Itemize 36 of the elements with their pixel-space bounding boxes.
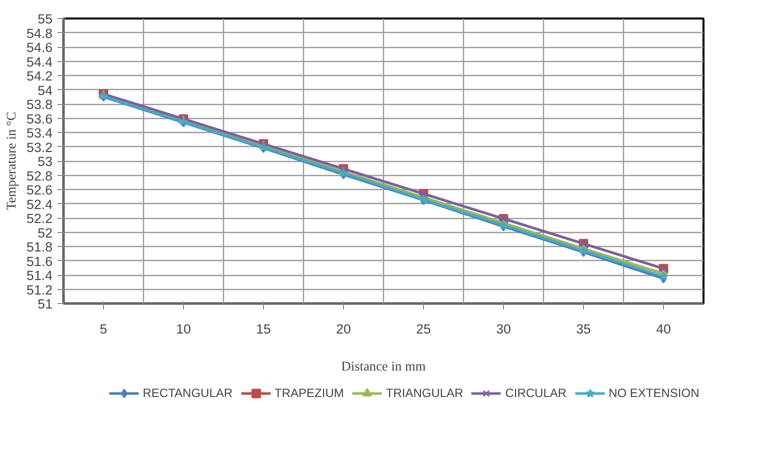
y-tick-label: 53.8 (26, 97, 53, 112)
x-tick-label: 20 (336, 322, 351, 336)
y-axis-title: Temperature in °C (4, 112, 19, 210)
y-tick-label: 55 (38, 12, 53, 26)
y-tick-label: 53.2 (26, 140, 53, 155)
legend-label: TRAPEZIUM (274, 386, 344, 400)
y-tick-label: 52.4 (26, 196, 54, 212)
legend-label: TRIANGULAR (386, 386, 464, 400)
y-tick-label: 54 (38, 82, 54, 98)
y-tick-label: 51.8 (26, 240, 53, 254)
y-tick-label: 53.6 (26, 111, 53, 126)
legend-label: NO EXTENSION (608, 386, 700, 400)
x-tick-label: 30 (496, 322, 511, 336)
y-tick-label: 51.4 (26, 268, 54, 283)
y-tick-label: 54.8 (26, 26, 53, 41)
x-tick-label: 5 (100, 322, 108, 336)
y-tick-label: 54.6 (26, 40, 53, 55)
y-tick-label: 51.2 (26, 282, 53, 298)
x-tick-label: 40 (656, 322, 671, 336)
y-tick-label: 51 (38, 296, 53, 312)
y-tick-label: 52.2 (26, 211, 53, 226)
legend-label: CIRCULAR (505, 386, 567, 400)
y-tick-label: 53.4 (26, 126, 54, 140)
legend-label: RECTANGULAR (142, 386, 233, 400)
x-tick-label: 15 (256, 322, 271, 336)
x-tick-label: 25 (416, 322, 431, 336)
y-tick-label: 54.2 (26, 68, 53, 84)
x-tick-label: 10 (176, 322, 191, 336)
y-tick-label: 54.4 (26, 54, 54, 70)
y-tick-label: 51.6 (26, 254, 53, 269)
y-tick-label: 52.8 (26, 168, 53, 184)
y-tick-label: 52 (38, 225, 53, 240)
y-tick-label: 53 (38, 154, 53, 169)
x-tick-label: 35 (576, 322, 591, 336)
y-tick-label: 52.6 (26, 182, 53, 198)
x-axis-title: Distance in mm (341, 358, 426, 374)
